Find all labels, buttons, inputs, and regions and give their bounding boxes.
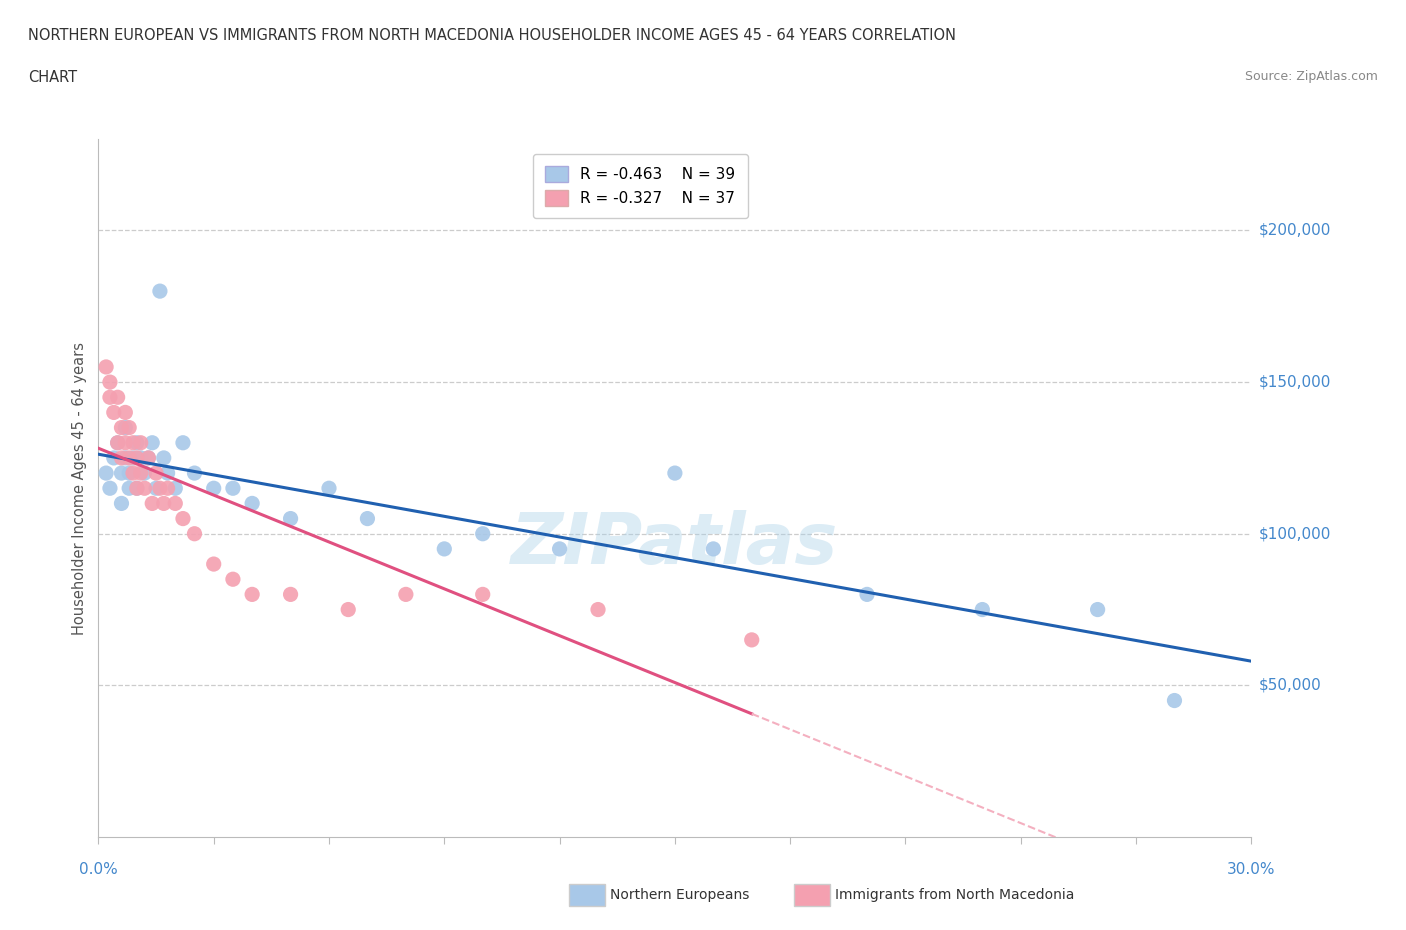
Text: CHART: CHART (28, 70, 77, 85)
Point (125, 481, 148, 496)
Point (107, 435, 129, 450)
Point (114, 450, 136, 465)
Point (122, 435, 145, 450)
Point (741, 632, 763, 647)
Point (548, 541, 571, 556)
Point (141, 435, 163, 450)
Point (110, 496, 132, 511)
Point (134, 466, 156, 481)
Point (125, 435, 148, 450)
Point (318, 481, 340, 496)
Point (110, 420, 132, 435)
Point (240, 496, 263, 511)
Point (118, 420, 141, 435)
Text: ZIPatlas: ZIPatlas (512, 510, 838, 578)
Point (152, 450, 174, 465)
Point (98, 390, 121, 405)
Point (107, 390, 129, 405)
Point (129, 466, 152, 481)
Point (1163, 693, 1185, 708)
Text: $50,000: $50,000 (1258, 678, 1322, 693)
Point (222, 572, 245, 587)
Point (202, 557, 225, 572)
Point (107, 435, 129, 450)
Point (122, 466, 145, 481)
Legend: R = -0.463    N = 39, R = -0.327    N = 37: R = -0.463 N = 39, R = -0.327 N = 37 (533, 154, 748, 219)
Point (118, 466, 141, 481)
Text: 30.0%: 30.0% (1227, 862, 1275, 877)
Text: $200,000: $200,000 (1258, 223, 1330, 238)
Point (337, 602, 360, 617)
Point (702, 541, 724, 556)
Point (1087, 602, 1109, 617)
Point (125, 450, 148, 465)
Point (145, 481, 167, 496)
Point (172, 435, 194, 450)
Point (125, 481, 148, 496)
Point (103, 450, 125, 465)
Point (586, 602, 609, 617)
Text: NORTHERN EUROPEAN VS IMMIGRANTS FROM NORTH MACEDONIA HOUSEHOLDER INCOME AGES 45 : NORTHERN EUROPEAN VS IMMIGRANTS FROM NOR… (28, 28, 956, 43)
Text: Immigrants from North Macedonia: Immigrants from North Macedonia (835, 887, 1074, 902)
Point (122, 450, 145, 465)
Text: 0.0%: 0.0% (79, 862, 118, 877)
Point (856, 587, 879, 602)
Point (183, 466, 205, 481)
Point (114, 420, 136, 435)
Point (98, 375, 121, 390)
Point (103, 405, 125, 419)
Point (141, 496, 163, 511)
Point (129, 450, 152, 465)
Point (395, 587, 418, 602)
Point (280, 587, 302, 602)
Point (156, 466, 179, 481)
Point (433, 541, 456, 556)
Point (202, 481, 225, 496)
Point (280, 512, 302, 526)
Point (114, 405, 136, 419)
Point (138, 450, 160, 465)
Point (471, 526, 494, 541)
Point (165, 481, 187, 496)
Point (94, 466, 117, 481)
Point (165, 496, 187, 511)
Text: Source: ZipAtlas.com: Source: ZipAtlas.com (1244, 70, 1378, 83)
Text: Northern Europeans: Northern Europeans (610, 887, 749, 902)
Point (222, 481, 245, 496)
Point (172, 512, 194, 526)
Y-axis label: Householder Income Ages 45 - 64 years: Householder Income Ages 45 - 64 years (72, 341, 87, 635)
Point (118, 481, 141, 496)
Point (110, 466, 132, 481)
Point (152, 496, 174, 511)
Point (138, 450, 160, 465)
Point (471, 587, 494, 602)
Point (183, 526, 205, 541)
Point (149, 481, 172, 496)
Point (149, 284, 172, 299)
Point (972, 602, 994, 617)
Point (240, 587, 263, 602)
Point (94, 360, 117, 375)
Point (156, 481, 179, 496)
Point (118, 450, 141, 465)
Text: $150,000: $150,000 (1258, 375, 1330, 390)
Point (98, 481, 121, 496)
Point (114, 435, 136, 450)
Point (664, 466, 686, 481)
Point (110, 450, 132, 465)
Text: $100,000: $100,000 (1258, 526, 1330, 541)
Point (145, 466, 167, 481)
Point (129, 435, 152, 450)
Point (134, 481, 156, 496)
Point (356, 512, 378, 526)
